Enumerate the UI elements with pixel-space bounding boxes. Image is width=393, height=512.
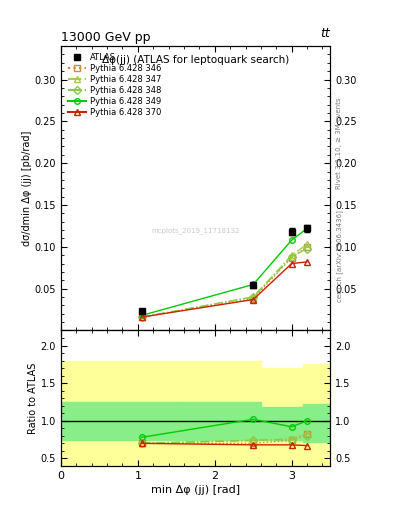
Text: mcplots_2019_11718132: mcplots_2019_11718132 — [151, 227, 240, 234]
Text: 13000 GeV pp: 13000 GeV pp — [61, 31, 151, 44]
Text: tt: tt — [320, 27, 330, 40]
Text: Δφ(jj) (ATLAS for leptoquark search): Δφ(jj) (ATLAS for leptoquark search) — [102, 55, 289, 65]
Text: cern.ch [arXiv:1306.3436]: cern.ch [arXiv:1306.3436] — [336, 210, 343, 302]
Y-axis label: dσ/dmin Δφ (jj) [pb/rad]: dσ/dmin Δφ (jj) [pb/rad] — [22, 131, 32, 246]
Legend: ATLAS, Pythia 6.428 346, Pythia 6.428 347, Pythia 6.428 348, Pythia 6.428 349, P: ATLAS, Pythia 6.428 346, Pythia 6.428 34… — [65, 50, 164, 120]
Text: Rivet 3.1.10, ≥ 3M events: Rivet 3.1.10, ≥ 3M events — [336, 98, 342, 189]
X-axis label: min Δφ (jj) [rad]: min Δφ (jj) [rad] — [151, 485, 240, 495]
Y-axis label: Ratio to ATLAS: Ratio to ATLAS — [28, 362, 38, 434]
